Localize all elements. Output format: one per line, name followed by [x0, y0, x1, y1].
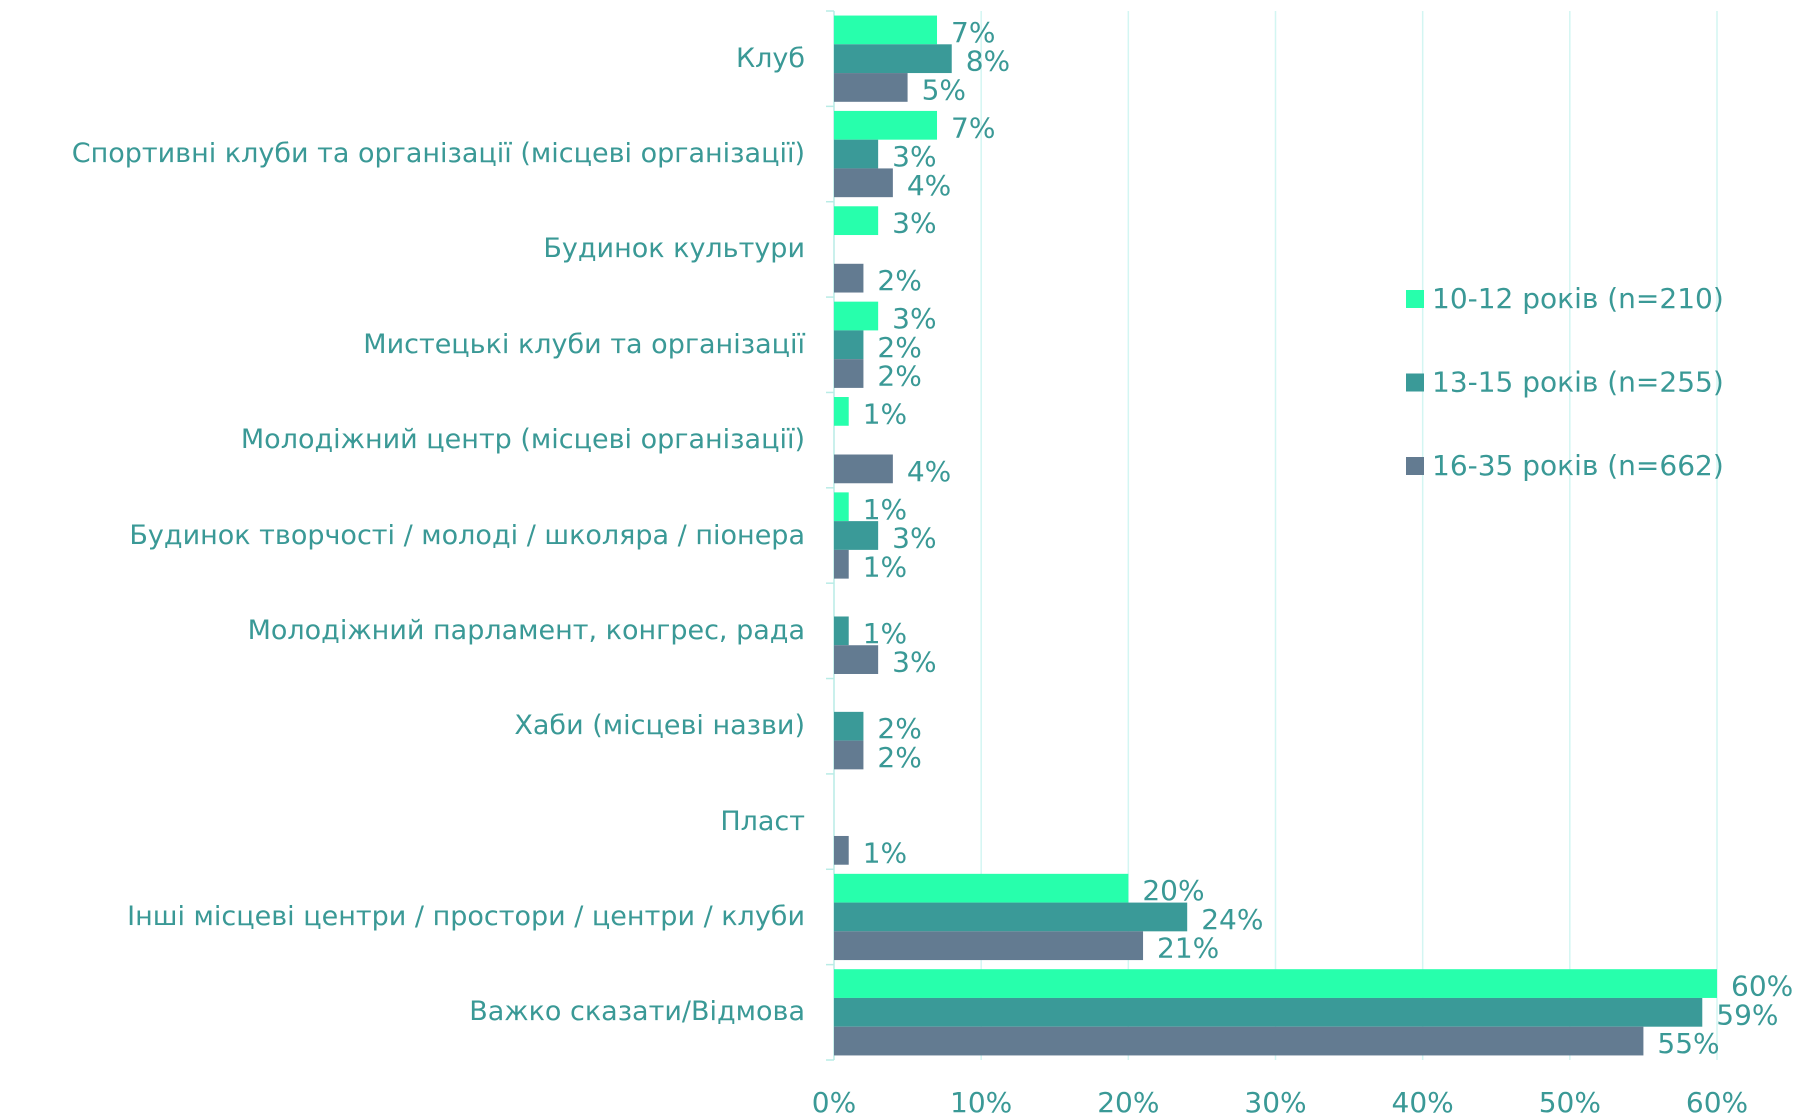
y-tick-label: Молодіжний парламент, конгрес, рада [247, 614, 805, 646]
bar [834, 454, 893, 484]
bar [834, 397, 849, 426]
bar [834, 549, 849, 579]
value-label: 2% [877, 360, 921, 393]
y-tick-label: Молодіжний центр (місцеві організації) [240, 424, 805, 456]
value-label: 3% [892, 302, 936, 335]
bar [834, 931, 1144, 961]
value-label: 3% [892, 207, 936, 240]
bar [834, 645, 879, 674]
x-tick-label: 60% [1686, 1086, 1748, 1119]
bar [834, 969, 1717, 998]
legend-label: 13-15 років (n=255) [1432, 366, 1724, 399]
bar [834, 1026, 1644, 1056]
y-tick-label: Спортивні клуби та організації (місцеві … [71, 138, 805, 170]
y-tick-label: Інші місцеві центри / простори / центри … [127, 900, 805, 932]
value-label: 55% [1657, 1027, 1719, 1060]
value-label: 7% [951, 16, 995, 49]
bar [834, 263, 864, 293]
value-label: 1% [863, 836, 907, 869]
legend-swatch [1406, 457, 1424, 475]
value-label: 1% [863, 397, 907, 430]
y-tick-label: Клуб [735, 42, 805, 74]
value-label: 4% [907, 455, 951, 488]
x-tick-label: 20% [1097, 1086, 1159, 1119]
y-tick-label: Хаби (місцеві назви) [514, 710, 805, 742]
x-tick-label: 40% [1392, 1086, 1454, 1119]
value-label: 8% [966, 45, 1010, 78]
y-tick-label: Мистецькі клуби та організації [363, 328, 805, 360]
value-label: 4% [907, 169, 951, 202]
bar [834, 301, 879, 331]
value-label: 60% [1731, 970, 1793, 1003]
value-label: 3% [892, 140, 936, 173]
value-label: 2% [877, 741, 921, 774]
y-tick-label: Будинок культури [543, 233, 805, 265]
value-label: 1% [863, 550, 907, 583]
value-label: 2% [877, 712, 921, 745]
value-label: 24% [1201, 903, 1263, 936]
bar [834, 139, 879, 169]
x-tick-label: 0% [812, 1086, 856, 1119]
value-label: 20% [1142, 874, 1204, 907]
bar [834, 492, 849, 522]
x-tick-label: 50% [1539, 1086, 1601, 1119]
bar [834, 110, 938, 140]
bar [834, 168, 893, 198]
legend-swatch [1406, 290, 1424, 308]
value-label: 21% [1157, 932, 1219, 965]
bar [834, 740, 864, 770]
value-label: 5% [922, 73, 966, 106]
bar [834, 997, 1703, 1027]
value-label: 2% [877, 264, 921, 297]
x-tick-label: 10% [950, 1086, 1012, 1119]
bar [834, 616, 849, 646]
y-tick-label: Важко сказати/Відмова [469, 996, 805, 1028]
value-label: 3% [892, 646, 936, 679]
y-tick-label: Будинок творчості / молоді / школяра / п… [129, 519, 805, 551]
bar [834, 902, 1188, 932]
y-tick-label: Пласт [720, 805, 805, 837]
bar [834, 521, 879, 550]
legend-label: 10-12 років (n=210) [1432, 282, 1724, 315]
value-label: 2% [877, 331, 921, 364]
bar [834, 711, 864, 741]
bar [834, 206, 879, 236]
value-label: 7% [951, 111, 995, 144]
bar [834, 835, 849, 865]
value-label: 1% [863, 617, 907, 650]
legend-label: 16-35 років (n=662) [1432, 449, 1724, 482]
bar [834, 44, 952, 74]
value-label: 59% [1716, 998, 1778, 1031]
bar [834, 15, 938, 45]
bar [834, 873, 1129, 903]
bar [834, 330, 864, 360]
legend-swatch [1406, 373, 1424, 392]
value-label: 1% [863, 493, 907, 526]
bar [834, 73, 908, 102]
bar [834, 359, 864, 388]
x-tick-label: 30% [1244, 1086, 1306, 1119]
value-label: 3% [892, 522, 936, 555]
